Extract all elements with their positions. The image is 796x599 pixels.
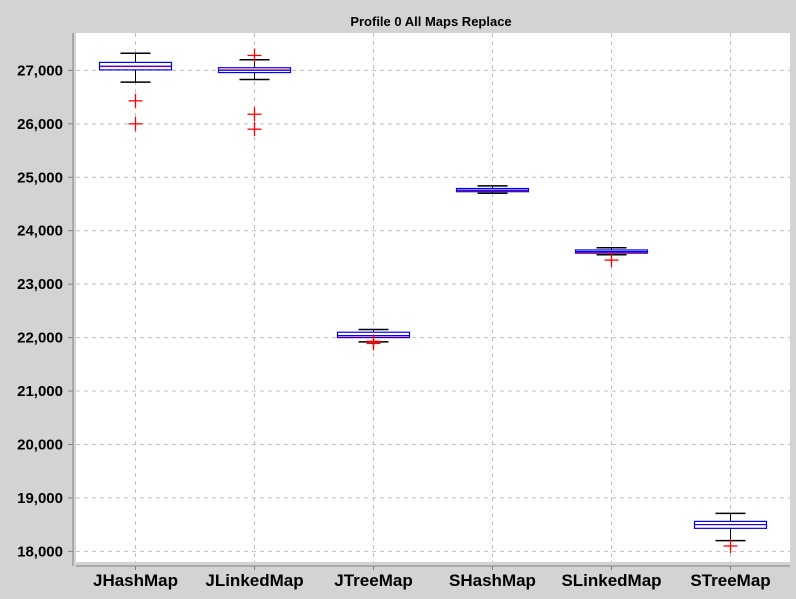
outlier-marker: [128, 93, 143, 108]
y-tick-label: 21,000: [17, 383, 63, 400]
y-tick-label: 18,000: [17, 543, 63, 560]
y-tick-label: 27,000: [17, 62, 63, 79]
outlier-marker: [247, 48, 262, 63]
y-tick-label: 23,000: [17, 276, 63, 293]
y-axis-ticks: 18,000 19,000 20,000 21,000 22,000 23,000 24,0…: [17, 62, 73, 560]
y-tick-label: 19,000: [17, 490, 63, 507]
y-tick-label: 24,000: [17, 223, 63, 240]
x-axis-ticks: JHashMap JLinkedMap JTreeMap SHashMap SLinke…: [93, 566, 771, 590]
x-tick-label: JLinkedMap: [205, 571, 303, 590]
y-tick-label: 20,000: [17, 436, 63, 453]
x-tick-label: SLinkedMap: [561, 571, 661, 590]
box-JLinkedMap: [217, 48, 292, 137]
outlier-marker: [366, 334, 381, 349]
outlier-marker: [604, 253, 619, 268]
x-tick-label: STreeMap: [690, 571, 770, 590]
y-tick-label: 22,000: [17, 330, 63, 347]
box-series: [98, 48, 768, 553]
plot-area: [76, 33, 790, 562]
outlier-marker: [723, 538, 738, 553]
box-STreeMap: [693, 512, 768, 553]
box-SLinkedMap: [574, 247, 649, 268]
box-SHashMap: [455, 185, 530, 195]
box-JTreeMap: [336, 328, 411, 351]
x-tick-label: JTreeMap: [334, 571, 412, 590]
y-tick-label: 26,000: [17, 116, 63, 133]
outlier-marker: [128, 116, 143, 131]
outlier-marker: [247, 107, 262, 122]
grid-lines: [76, 33, 790, 562]
box-JHashMap: [98, 52, 173, 131]
x-tick-label: JHashMap: [93, 571, 178, 590]
outlier-marker: [247, 122, 262, 137]
chart-title: Profile 0 All Maps Replace: [350, 14, 511, 29]
x-tick-label: SHashMap: [449, 571, 536, 590]
y-tick-label: 25,000: [17, 169, 63, 186]
